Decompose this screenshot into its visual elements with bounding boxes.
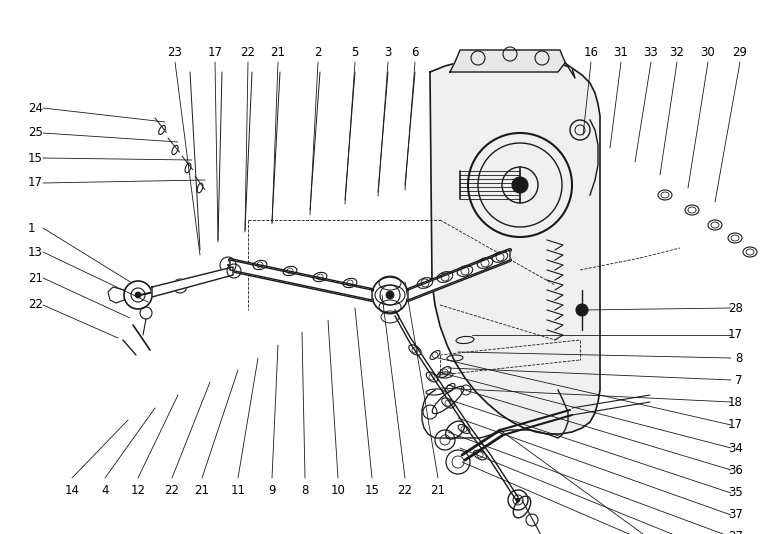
Text: 35: 35 xyxy=(728,486,743,499)
Text: 21: 21 xyxy=(28,271,43,285)
Text: 17: 17 xyxy=(728,328,743,342)
Text: 10: 10 xyxy=(330,483,346,497)
Text: 30: 30 xyxy=(701,45,715,59)
Text: 17: 17 xyxy=(28,177,43,190)
Text: 8: 8 xyxy=(735,351,743,365)
Text: 15: 15 xyxy=(364,483,380,497)
Text: 36: 36 xyxy=(728,464,743,476)
Polygon shape xyxy=(408,250,510,300)
Text: 22: 22 xyxy=(165,483,179,497)
Circle shape xyxy=(386,291,394,299)
Text: 23: 23 xyxy=(168,45,182,59)
Circle shape xyxy=(576,304,588,316)
Text: 24: 24 xyxy=(28,101,43,114)
Text: 17: 17 xyxy=(728,419,743,431)
Circle shape xyxy=(135,292,141,298)
Text: 11: 11 xyxy=(230,483,246,497)
Text: 16: 16 xyxy=(584,45,598,59)
Text: 21: 21 xyxy=(270,45,286,59)
Text: 33: 33 xyxy=(644,45,658,59)
Text: 12: 12 xyxy=(130,483,146,497)
Text: 14: 14 xyxy=(65,483,79,497)
Text: 5: 5 xyxy=(351,45,359,59)
Text: 22: 22 xyxy=(28,299,43,311)
Polygon shape xyxy=(450,50,575,78)
Text: 15: 15 xyxy=(28,152,43,164)
Text: 27: 27 xyxy=(728,530,743,534)
Text: 32: 32 xyxy=(670,45,685,59)
Polygon shape xyxy=(152,267,233,297)
Text: 17: 17 xyxy=(207,45,223,59)
Text: 34: 34 xyxy=(728,442,743,454)
Text: 2: 2 xyxy=(314,45,322,59)
Text: 8: 8 xyxy=(301,483,309,497)
Text: 1: 1 xyxy=(28,222,35,234)
Text: 7: 7 xyxy=(735,373,743,387)
Polygon shape xyxy=(230,260,372,300)
Text: 3: 3 xyxy=(384,45,392,59)
Text: 31: 31 xyxy=(614,45,628,59)
Text: 21: 21 xyxy=(195,483,209,497)
Text: 22: 22 xyxy=(240,45,256,59)
Text: 21: 21 xyxy=(430,483,446,497)
Text: 22: 22 xyxy=(397,483,413,497)
Text: 18: 18 xyxy=(728,396,743,409)
Text: 13: 13 xyxy=(28,246,43,258)
Circle shape xyxy=(516,498,520,502)
Text: 9: 9 xyxy=(268,483,276,497)
Text: 25: 25 xyxy=(28,127,43,139)
Text: 4: 4 xyxy=(101,483,109,497)
Text: 28: 28 xyxy=(728,302,743,315)
Text: 29: 29 xyxy=(732,45,748,59)
Text: 6: 6 xyxy=(411,45,419,59)
Polygon shape xyxy=(430,59,600,434)
Circle shape xyxy=(512,177,528,193)
Text: 37: 37 xyxy=(728,508,743,522)
